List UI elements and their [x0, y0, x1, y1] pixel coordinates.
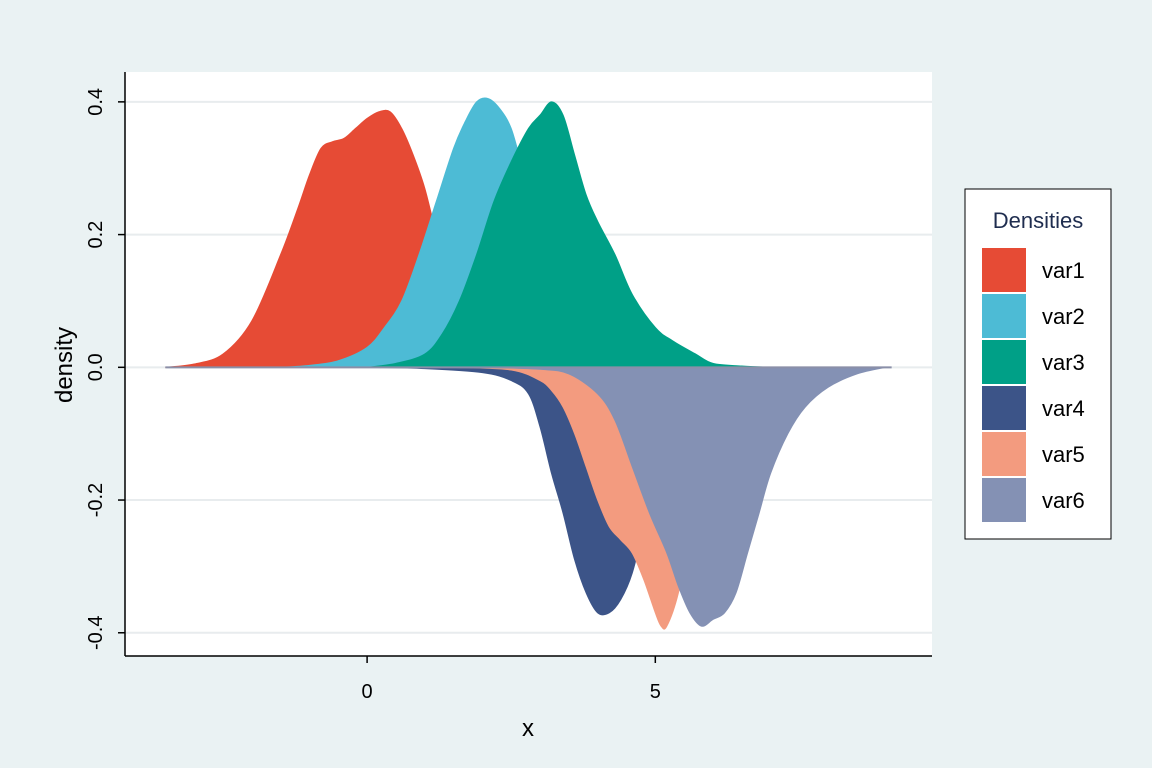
density-area-var6	[482, 366, 886, 627]
y-tick-label: 0.0	[85, 353, 107, 381]
density-area-var3	[367, 101, 771, 368]
legend-swatch-var5	[982, 432, 1026, 476]
legend-label-var3: var3	[1042, 350, 1085, 375]
legend: Densities var1 var2 var3 var4 var5 var6	[964, 188, 1112, 540]
legend-swatch-var1	[982, 248, 1026, 292]
y-axis-title: density	[51, 327, 78, 403]
legend-swatch-var6	[982, 478, 1026, 522]
y-tick-label: 0.2	[85, 221, 107, 249]
y-ticks: -0.4 -0.2 0.0 0.2 0.4	[85, 88, 125, 650]
legend-label-var6: var6	[1042, 488, 1085, 513]
x-axis-title: x	[522, 715, 534, 742]
legend-label-var5: var5	[1042, 442, 1085, 467]
legend-swatch-var2	[982, 294, 1026, 338]
x-tick-label: 5	[650, 681, 661, 703]
legend-title: Densities	[993, 208, 1083, 233]
y-tick-label: 0.4	[85, 88, 107, 116]
y-tick-label: -0.2	[85, 483, 107, 517]
legend-swatch-var3	[982, 340, 1026, 384]
legend-label-var1: var1	[1042, 258, 1085, 283]
legend-label-var2: var2	[1042, 304, 1085, 329]
legend-label-var4: var4	[1042, 396, 1085, 421]
legend-swatch-var4	[982, 386, 1026, 430]
legend-items: var1 var2 var3 var4 var5 var6	[982, 248, 1085, 522]
series-areas	[165, 97, 892, 630]
y-tick-label: -0.4	[85, 616, 107, 650]
x-tick-label: 0	[362, 681, 373, 703]
